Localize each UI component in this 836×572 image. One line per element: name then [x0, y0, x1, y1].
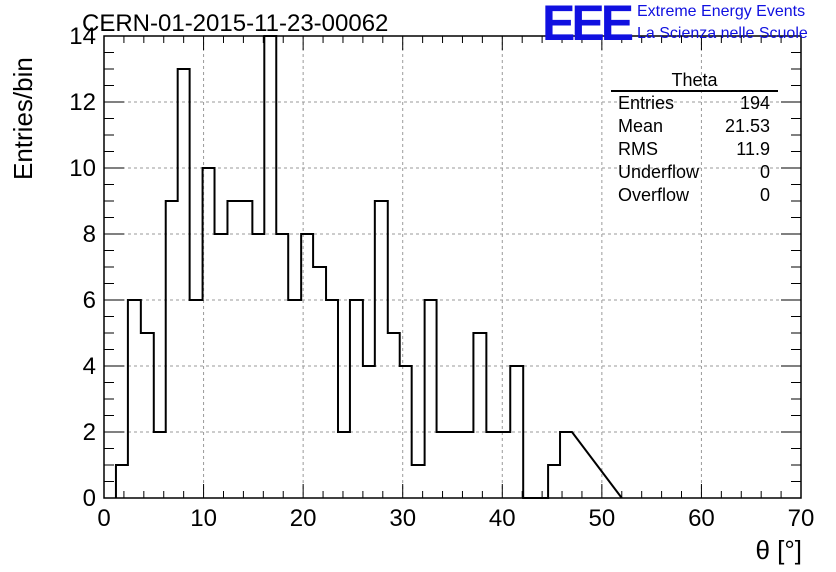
- histogram-bin: [215, 234, 228, 498]
- histogram-bin: [141, 333, 154, 498]
- histogram-bin: [154, 432, 166, 498]
- histogram-bin: [190, 300, 203, 498]
- y-tick-label: 8: [83, 221, 96, 248]
- stats-value: 11.9: [736, 139, 770, 159]
- stats-row: Entries 194: [611, 92, 778, 115]
- histogram-bin: [326, 300, 338, 498]
- stats-label: Entries: [618, 93, 675, 113]
- histogram-bin: [375, 201, 388, 498]
- histogram-bin: [338, 432, 350, 498]
- stats-row: Overflow 0: [611, 184, 778, 207]
- x-tick-label: 30: [389, 505, 416, 532]
- x-tick-label: 40: [489, 505, 516, 532]
- x-tick-label: 10: [190, 505, 217, 532]
- histogram-bin: [178, 69, 190, 498]
- stats-value: 0: [759, 185, 770, 205]
- histogram-bin: [437, 432, 449, 498]
- histogram-bin: [449, 432, 462, 498]
- histogram-bin: [116, 465, 128, 498]
- histogram-bin: [461, 432, 473, 498]
- histogram-bin: [486, 432, 498, 498]
- histogram-bin: [548, 465, 560, 498]
- y-tick-label: 4: [83, 353, 96, 380]
- x-tick-label: 20: [290, 505, 317, 532]
- x-tick-label: 0: [97, 505, 110, 532]
- stats-value: 194: [739, 93, 770, 113]
- histogram-bin: [412, 465, 425, 498]
- stats-row: Underflow 0: [611, 161, 778, 184]
- histogram-bin: [203, 168, 215, 498]
- x-tick-label: 70: [788, 505, 815, 532]
- histogram-bin: [510, 366, 523, 498]
- histogram-bin: [350, 300, 363, 498]
- y-tick-label: 6: [83, 287, 96, 314]
- stats-label: RMS: [618, 139, 658, 159]
- y-tick-label: 2: [83, 419, 96, 446]
- histogram-bin: [498, 432, 510, 498]
- histogram-bin: [425, 300, 437, 498]
- histogram-bin: [128, 300, 141, 498]
- chart-title: CERN-01-2015-11-23-00062: [82, 10, 389, 37]
- histogram-bin: [166, 201, 178, 498]
- y-axis-label: Entries/bin: [8, 57, 38, 180]
- histogram-outline: [114, 35, 623, 499]
- histogram-bin: [301, 234, 313, 498]
- histogram-bin: [264, 36, 276, 498]
- histogram-bin: [288, 300, 301, 498]
- logo-line-2: La Scienza nelle Scuole: [637, 25, 808, 42]
- histogram-bin: [313, 267, 326, 498]
- histogram-bin: [252, 234, 264, 498]
- stats-box: Theta Entries 194 Mean 21.53 RMS 11.9 Underflo…: [611, 70, 778, 207]
- histogram-bin: [276, 234, 288, 498]
- eee-logo: EEE: [542, 0, 634, 51]
- stats-label: Overflow: [618, 185, 690, 205]
- x-tick-label: 60: [688, 505, 715, 532]
- logo-line-1: Extreme Energy Events: [637, 3, 806, 20]
- histogram-bin: [239, 201, 252, 498]
- stats-rows: Entries 194 Mean 21.53 RMS 11.9 Underflow 0 Over…: [611, 92, 778, 207]
- stats-title: Theta: [611, 70, 778, 92]
- stats-value: 0: [759, 162, 770, 182]
- histogram-bin: [227, 201, 239, 498]
- x-tick-label: 50: [589, 505, 616, 532]
- stats-label: Mean: [618, 116, 664, 136]
- stats-value: 21.53: [724, 116, 770, 136]
- histogram-bin: [560, 432, 572, 498]
- y-tick-label: 14: [69, 23, 96, 50]
- histogram-bin: [400, 366, 412, 498]
- histogram-bin: [388, 333, 400, 498]
- y-tick-label: 12: [69, 89, 96, 116]
- y-tick-label: 0: [83, 485, 96, 512]
- histogram-bin: [363, 366, 375, 498]
- x-axis-label: θ [°]: [755, 535, 802, 565]
- histogram-bin: [473, 333, 486, 498]
- stats-label: Underflow: [618, 162, 700, 182]
- stats-row: Mean 21.53: [611, 115, 778, 138]
- y-tick-label: 10: [69, 155, 96, 182]
- stats-row: RMS 11.9: [611, 138, 778, 161]
